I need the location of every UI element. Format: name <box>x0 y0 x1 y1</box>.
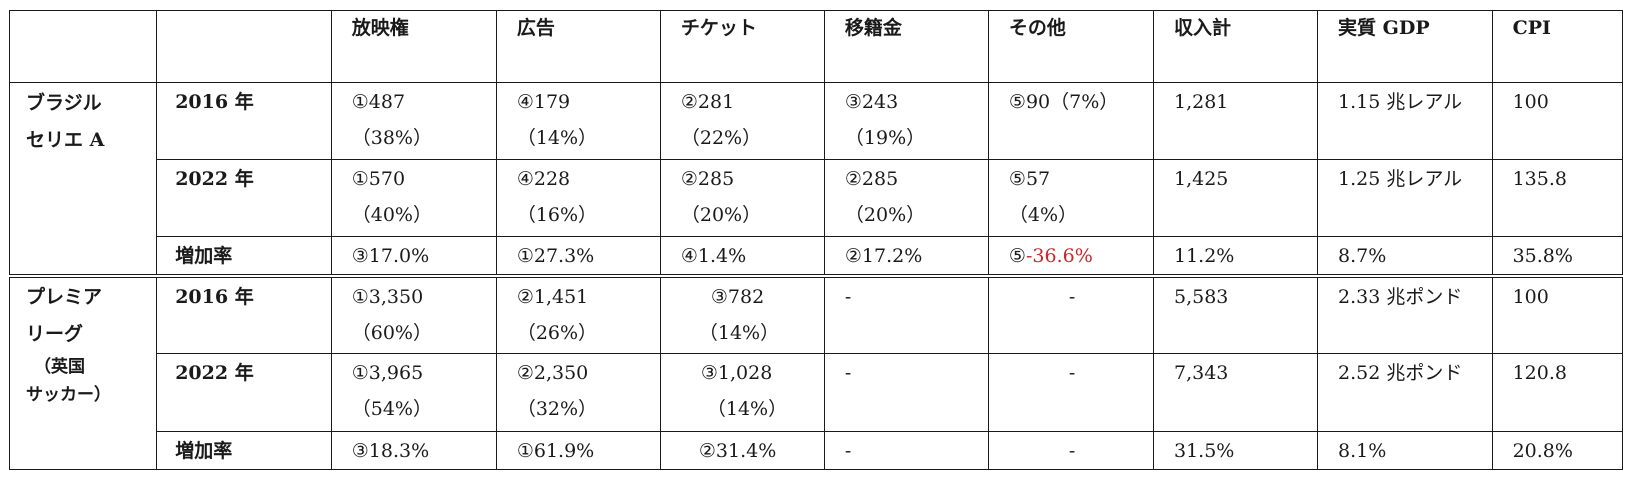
table-row: 2022 年 ①570 （40%） ④228 （16%） ②285 （20%） ②28… <box>10 159 1624 237</box>
table-cell-negative: ⑤-36.6% <box>987 236 1155 277</box>
table-cell: ①61.9% <box>495 430 661 470</box>
table-cell: ④179 （14%） <box>495 82 661 160</box>
group-label-premier-league: プレミア リーグ （英国 サッカー） <box>8 274 158 470</box>
table-cell: 5,583 <box>1152 274 1319 354</box>
row-label: 2022 年 <box>156 352 332 432</box>
table-cell: 11.2% <box>1152 236 1319 277</box>
table-cell: ①3,350 （60%） <box>330 274 497 354</box>
table-cell: ③17.0% <box>330 236 497 277</box>
row-label: 2022 年 <box>156 159 332 237</box>
table-cell: ⑤90（7%） <box>987 82 1155 160</box>
header-cell-blank-2 <box>156 10 332 83</box>
header-other: その他 <box>987 10 1155 83</box>
table-cell: 20.8% <box>1491 430 1624 470</box>
table-cell: 8.1% <box>1317 430 1493 470</box>
table-cell: ③18.3% <box>330 430 497 470</box>
table-cell: ②31.4% <box>659 430 825 470</box>
table-cell: 100 <box>1491 82 1624 160</box>
table-row: 2022 年 ①3,965 （54%） ②2,350 （32%） ③1,028 （14… <box>10 352 1624 432</box>
table-cell: 1.25 兆レアル <box>1317 159 1493 237</box>
table-cell: - <box>823 352 989 432</box>
row-label: 増加率 <box>156 430 332 470</box>
table-cell: 31.5% <box>1152 430 1319 470</box>
table-row: ブラジル セリエ A 2016 年 ①487 （38%） ④179 （14%） ②2… <box>8 82 1624 277</box>
table-cell: ③243 （19%） <box>823 82 989 160</box>
table-cell: ①487 （38%） <box>330 82 497 160</box>
table-cell: 7,343 <box>1152 352 1319 432</box>
table-cell: 1.15 兆レアル <box>1317 82 1493 160</box>
table-cell: 1,425 <box>1152 159 1319 237</box>
table-cell: 1,281 <box>1152 82 1319 160</box>
row-label: 2016 年 <box>156 274 332 354</box>
header-row: 放映権 広告 チケット 移籍金 その他 収入計 実質 GDP CPI <box>8 10 1624 83</box>
table-cell: ①27.3% <box>495 236 661 277</box>
table-cell: ①3,965 （54%） <box>330 352 497 432</box>
table-row: プレミア リーグ （英国 サッカー） 2016 年 ①3,350 （60%） ②1… <box>8 274 1624 470</box>
header-cpi: CPI <box>1491 10 1624 83</box>
table-cell: - <box>823 274 989 354</box>
table-cell: 35.8% <box>1491 236 1624 277</box>
table-cell: 100 <box>1491 274 1624 354</box>
table-cell: ③782 （14%） <box>659 274 825 354</box>
table-cell: 8.7% <box>1317 236 1493 277</box>
table-cell: ④1.4% <box>659 236 825 277</box>
row-label: 2016 年 <box>156 82 332 160</box>
table-cell: - <box>823 430 989 470</box>
table-cell: ②2,350 （32%） <box>495 352 661 432</box>
table-row: 増加率 ③17.0% ①27.3% ④1.4% ②17.2% ⑤-36.6% 1… <box>10 236 1624 277</box>
table-cell: 120.8 <box>1491 352 1624 432</box>
table-cell: ①570 （40%） <box>330 159 497 237</box>
table-cell: 2.33 兆ポンド <box>1317 274 1493 354</box>
group-label-brazil: ブラジル セリエ A <box>8 82 158 277</box>
row-label: 増加率 <box>156 236 332 277</box>
header-broadcast-rights: 放映権 <box>330 10 497 83</box>
header-cell-blank-1 <box>8 10 158 83</box>
revenue-comparison-table: 放映権 広告 チケット 移籍金 その他 収入計 実質 GDP CPI ブラジル … <box>8 10 1624 470</box>
table-cell: ②285 （20%） <box>659 159 825 237</box>
header-real-gdp: 実質 GDP <box>1317 10 1493 83</box>
table-cell: 2.52 兆ポンド <box>1317 352 1493 432</box>
header-total-revenue: 収入計 <box>1152 10 1319 83</box>
table-cell: ②17.2% <box>823 236 989 277</box>
header-advertising: 広告 <box>495 10 661 83</box>
header-tickets: チケット <box>659 10 825 83</box>
table-cell: - <box>987 430 1155 470</box>
table-cell: - <box>987 352 1155 432</box>
table-cell: ④228 （16%） <box>495 159 661 237</box>
table-cell: - <box>987 274 1155 354</box>
table-cell: 135.8 <box>1491 159 1624 237</box>
header-transfer-fees: 移籍金 <box>823 10 989 83</box>
table-cell: ②1,451 （26%） <box>495 274 661 354</box>
table-cell: ③1,028 （14%） <box>659 352 825 432</box>
table-row: 増加率 ③18.3% ①61.9% ②31.4% - - 31.5% 8.1% … <box>10 430 1624 470</box>
table-cell: ②281 （22%） <box>659 82 825 160</box>
table-cell: ②285 （20%） <box>823 159 989 237</box>
table-cell: ⑤57 （4%） <box>987 159 1155 237</box>
